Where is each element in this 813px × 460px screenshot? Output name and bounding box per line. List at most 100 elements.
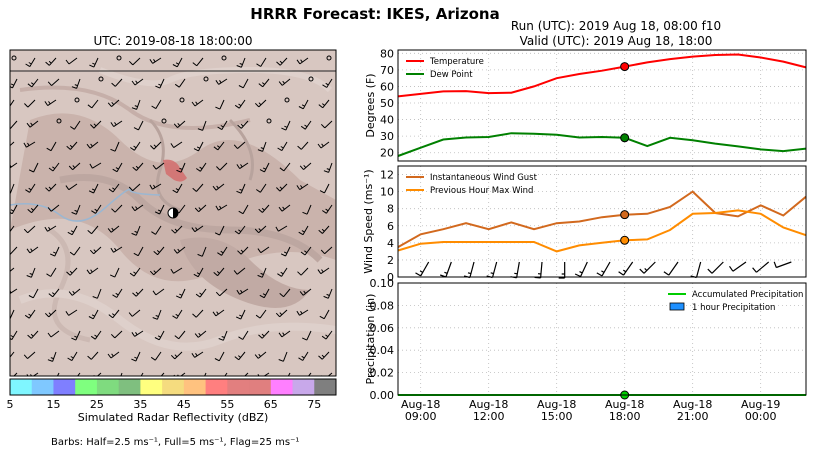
map-wind-barb	[47, 351, 57, 362]
y-tick-label: 4	[387, 237, 394, 250]
map-wind-barb	[320, 120, 333, 129]
map-wind-barb	[149, 183, 162, 190]
map-calm-marker	[98, 76, 104, 82]
map-wind-barb	[215, 204, 228, 211]
colorbar-swatch	[31, 379, 54, 395]
map-wind-barb	[298, 351, 309, 361]
map-wind-barb	[172, 183, 183, 194]
map-wind-barb	[68, 288, 81, 296]
map-wind-barb	[49, 246, 60, 257]
timeseries-wind-barb	[752, 261, 770, 273]
map-wind-barb	[323, 288, 333, 299]
map-wind-barb	[154, 204, 165, 215]
map-wind-barb	[89, 246, 102, 255]
series-line	[397, 132, 807, 157]
run-label: Run (UTC): 2019 Aug 18, 08:00 f10	[511, 19, 721, 33]
y-tick-label: 70	[380, 64, 394, 77]
y-tick-label: 20	[380, 147, 394, 160]
wind-panel: 0 2 4 6 8 10 12 Wind Speed (ms⁻¹) Instantaneous …	[362, 165, 807, 284]
colorbar-swatch	[75, 379, 98, 395]
map-wind-barb	[89, 57, 99, 68]
map-wind-barb	[258, 204, 270, 213]
map-wind-barb	[257, 141, 267, 152]
colorbar-tick-label: 45	[177, 398, 191, 411]
y-tick-label: 6	[387, 220, 394, 233]
map-wind-barb	[10, 351, 15, 358]
map-wind-barb	[256, 183, 267, 193]
map-panel	[10, 50, 336, 376]
map-wind-barb	[150, 141, 162, 150]
map-wind-barb	[238, 330, 249, 340]
map-calm-marker	[56, 118, 62, 124]
map-wind-barb	[213, 267, 225, 277]
map-wind-barb	[280, 246, 291, 257]
map-wind-barb	[276, 183, 288, 192]
map-wind-barb	[131, 99, 141, 110]
map-wind-barb	[298, 225, 309, 236]
map-wind-barb	[171, 225, 183, 234]
map-calm-marker	[284, 97, 290, 103]
timeseries-wind-barb	[773, 261, 792, 269]
map-wind-barb	[25, 183, 36, 193]
map-wind-barb	[23, 351, 36, 359]
map-wind-barb	[128, 183, 141, 192]
map-wind-barb	[212, 183, 225, 191]
map-wind-barb	[275, 309, 288, 318]
map-wind-barb	[66, 141, 78, 150]
map-wind-barb	[254, 99, 267, 108]
x-tick-label: 15:00	[541, 410, 573, 423]
legend-label: Instantaneous Wind Gust	[430, 173, 538, 183]
map-wind-barb	[276, 57, 288, 66]
map-wind-barb	[87, 225, 99, 235]
x-tick-label: 21:00	[677, 410, 709, 423]
map-wind-barb	[128, 309, 141, 317]
map-wind-barb	[296, 57, 309, 65]
map-wind-barb	[28, 288, 39, 299]
map-wind-barb	[10, 99, 15, 107]
map-wind-barb	[321, 330, 333, 340]
map-wind-barb	[255, 309, 267, 319]
terrain-shading	[10, 66, 336, 351]
x-tick-label: 18:00	[609, 410, 641, 423]
y-tick-label: 0.02	[370, 367, 395, 380]
map-wind-barb	[224, 372, 228, 376]
map-wind-barb	[279, 288, 291, 298]
map-wind-barb	[152, 162, 165, 170]
map-wind-barb	[217, 120, 228, 131]
x-tick-label: Aug-18	[537, 398, 576, 411]
map-wind-barb	[318, 99, 330, 109]
map-wind-barb	[237, 246, 249, 255]
map-wind-barb	[149, 57, 162, 64]
map-wind-barb	[151, 225, 162, 235]
x-tick-label: 12:00	[473, 410, 505, 423]
map-wind-barb	[89, 162, 102, 169]
timeseries-wind-barb	[663, 261, 679, 276]
map-wind-barb	[131, 225, 141, 236]
map-wind-barb	[259, 162, 270, 173]
timeseries-wind-barb	[415, 261, 430, 277]
map-wind-barb	[27, 330, 39, 339]
map-wind-barb	[90, 120, 102, 129]
map-wind-barb	[157, 372, 165, 376]
colorbar-swatch	[314, 379, 337, 395]
map-wind-barb	[257, 267, 267, 278]
legend-label: Temperature	[429, 57, 484, 67]
legend-swatch	[669, 302, 685, 311]
map-calm-marker	[326, 55, 332, 61]
map-wind-barb	[216, 162, 228, 171]
series-line	[397, 209, 807, 253]
map-wind-barb	[108, 183, 120, 193]
map-wind-barb	[77, 372, 81, 376]
map-wind-barb	[234, 99, 246, 109]
colorbar-swatch	[292, 379, 315, 395]
highlight-point	[620, 133, 630, 143]
map-wind-barb	[174, 330, 186, 340]
y-axis-label: Degrees (F)	[364, 73, 377, 137]
map-wind-barb	[92, 288, 102, 299]
colorbar-tick-label: 65	[264, 398, 278, 411]
map-wind-barb	[322, 78, 333, 88]
map-wind-barb	[10, 225, 15, 233]
timeseries-wind-barb	[574, 261, 588, 278]
map-wind-barb	[23, 225, 36, 234]
map-wind-barb	[213, 141, 225, 151]
